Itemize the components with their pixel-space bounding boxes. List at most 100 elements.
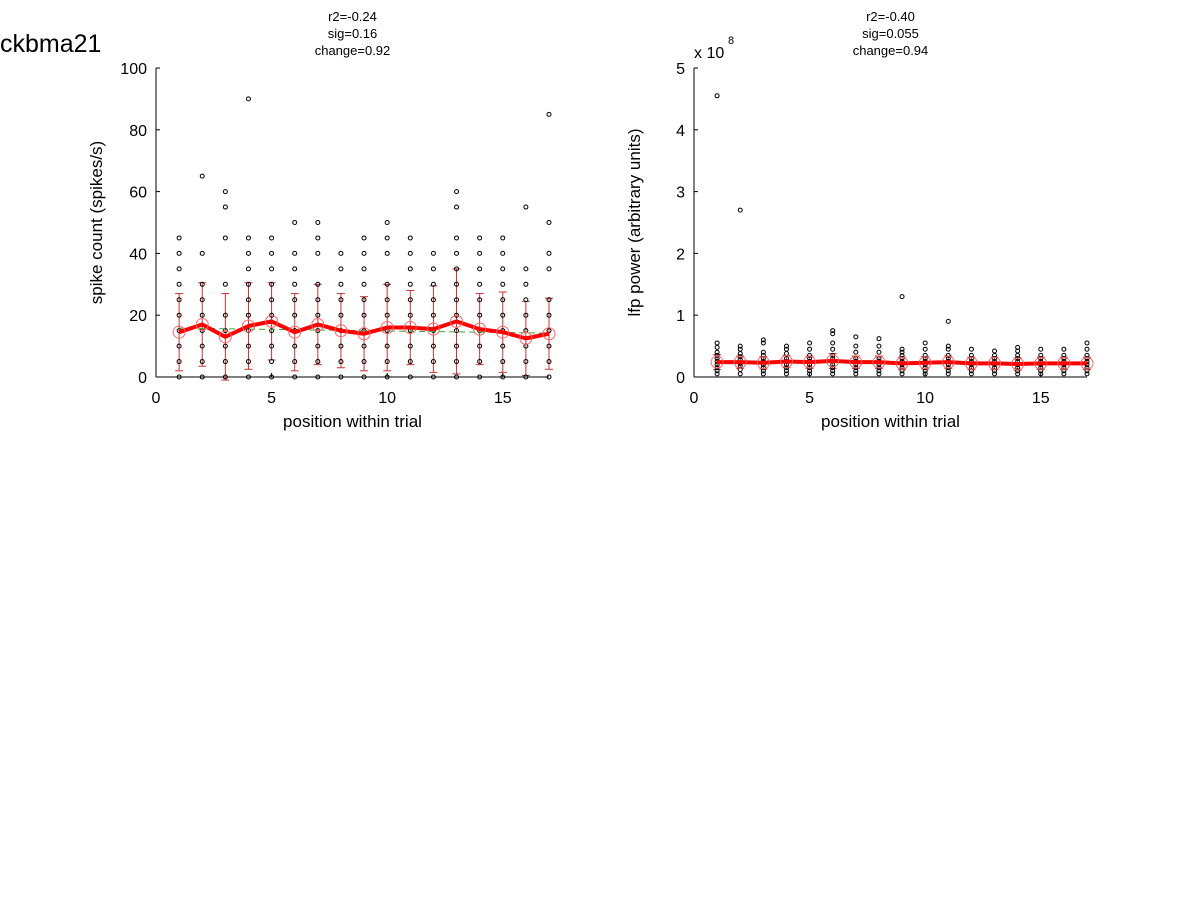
mean-marker — [380, 321, 394, 335]
data-point — [199, 250, 205, 256]
data-point — [361, 343, 367, 349]
data-point — [760, 340, 766, 346]
data-point — [807, 368, 813, 374]
data-point — [546, 359, 552, 365]
data-point — [500, 281, 506, 287]
data-point — [783, 343, 789, 349]
data-point — [523, 359, 529, 365]
mean-marker — [918, 356, 932, 370]
data-point — [361, 266, 367, 272]
y-tick-label: 0 — [676, 370, 685, 387]
data-point — [361, 312, 367, 318]
mean-marker — [357, 327, 371, 341]
data-point — [992, 371, 998, 377]
data-point — [315, 343, 321, 349]
data-point — [876, 336, 882, 342]
y-tick-label: 2 — [676, 246, 685, 263]
data-point — [477, 235, 483, 241]
mean-marker — [1011, 357, 1025, 371]
data-point — [992, 355, 998, 361]
data-point — [454, 297, 460, 303]
mean-marker — [496, 325, 510, 339]
data-point — [292, 297, 298, 303]
data-point — [830, 328, 836, 334]
data-point — [760, 371, 766, 377]
data-point — [477, 343, 483, 349]
data-point — [430, 359, 436, 365]
data-point — [384, 235, 390, 241]
x-tick-label: 0 — [690, 390, 699, 407]
data-point — [384, 374, 390, 380]
x-axis-label: position within trial — [821, 412, 960, 431]
data-point — [176, 359, 182, 365]
data-point — [830, 371, 836, 377]
data-point — [176, 250, 182, 256]
y-tick-label: 3 — [676, 185, 685, 202]
data-point — [968, 346, 974, 352]
data-point — [807, 352, 813, 358]
data-point — [430, 281, 436, 287]
data-point — [500, 250, 506, 256]
data-point — [292, 374, 298, 380]
data-point — [454, 374, 460, 380]
data-point — [523, 204, 529, 210]
mean-marker — [334, 324, 348, 338]
data-point — [315, 374, 321, 380]
data-point — [1084, 340, 1090, 346]
data-point — [292, 312, 298, 318]
data-point — [245, 343, 251, 349]
chart-title-line: sig=0.16 — [328, 26, 378, 41]
mean-marker — [941, 355, 955, 369]
mean-line — [717, 358, 1087, 367]
data-point — [546, 374, 552, 380]
data-point — [1038, 371, 1044, 377]
data-point — [176, 312, 182, 318]
data-point — [992, 348, 998, 354]
y-axis-exponent: x 10 — [694, 45, 724, 62]
data-point — [500, 374, 506, 380]
mean-marker — [241, 319, 255, 333]
y-tick-label: 4 — [676, 123, 685, 140]
chart-title-line: change=0.94 — [853, 43, 929, 58]
data-point — [899, 346, 905, 352]
data-point — [338, 312, 344, 318]
data-point — [830, 331, 836, 337]
data-point — [714, 93, 720, 99]
data-point — [361, 281, 367, 287]
data-point — [222, 281, 228, 287]
data-point — [407, 250, 413, 256]
data-point — [315, 250, 321, 256]
data-point — [338, 250, 344, 256]
data-point — [245, 96, 251, 102]
x-tick-label: 15 — [494, 390, 512, 407]
y-axis-exponent-power: 8 — [728, 35, 734, 47]
x-tick-label: 10 — [916, 390, 934, 407]
data-point — [714, 349, 720, 355]
data-point — [546, 343, 552, 349]
data-point — [199, 359, 205, 365]
data-point — [714, 340, 720, 346]
data-point — [176, 281, 182, 287]
data-point — [477, 250, 483, 256]
data-point — [783, 346, 789, 352]
data-point — [945, 346, 951, 352]
data-point — [222, 359, 228, 365]
data-point — [407, 312, 413, 318]
data-point — [1061, 371, 1067, 377]
data-point — [269, 266, 275, 272]
data-point — [176, 266, 182, 272]
data-point — [245, 374, 251, 380]
x-tick-label: 15 — [1032, 390, 1050, 407]
data-point — [269, 250, 275, 256]
data-point — [945, 352, 951, 358]
data-point — [500, 312, 506, 318]
mean-marker — [826, 354, 840, 368]
data-point — [899, 368, 905, 374]
data-point — [292, 266, 298, 272]
data-point — [830, 368, 836, 374]
data-point — [1084, 371, 1090, 377]
data-point — [407, 235, 413, 241]
data-point — [830, 365, 836, 371]
data-point — [922, 340, 928, 346]
data-point — [338, 297, 344, 303]
